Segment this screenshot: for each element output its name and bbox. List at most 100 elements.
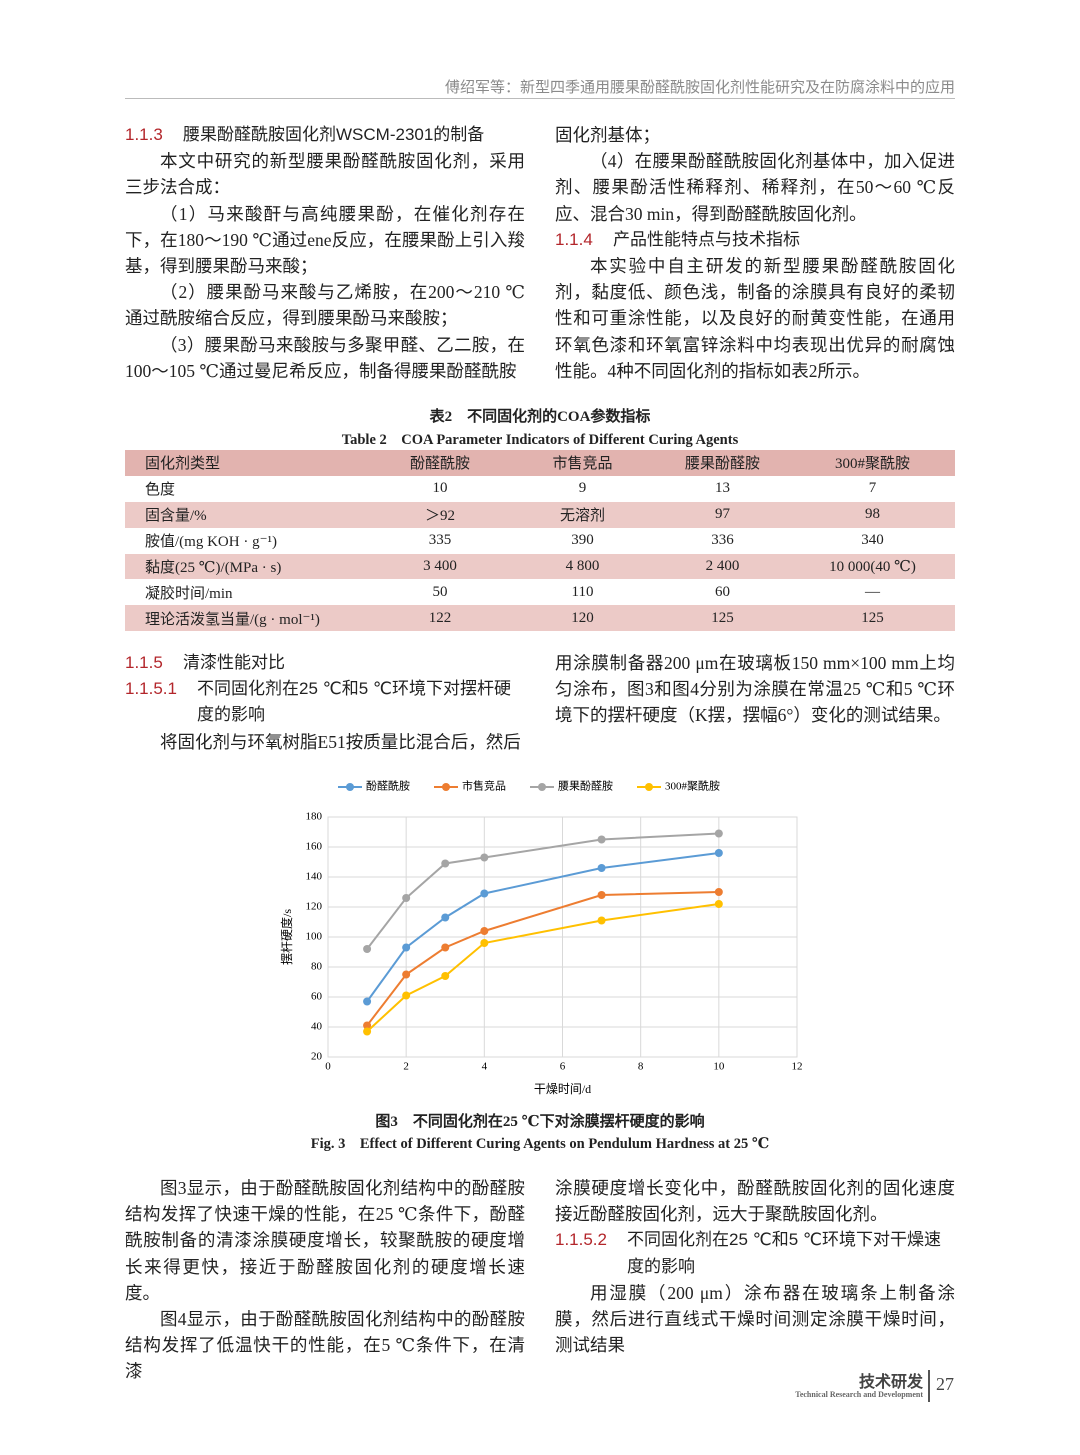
header-cell: 300#聚酰胺 [834,456,910,473]
x-tick-label: 4 [482,1061,488,1073]
data-point [714,888,723,896]
heading-number: 1.1.4 [555,229,593,249]
table-cell: 3 400 [423,558,457,574]
table-cell: 110 [571,583,594,600]
table-row: 色度 10 9 13 7 [125,476,955,502]
table-cell: 340 [861,532,884,549]
footer-section-en: Technical Research and Development [795,1390,923,1399]
paragraph: 本实验中自主研发的新型腰果酚醛酰胺固化剂，黏度低、颜色浅，制备的涂膜具有良好的柔… [555,256,955,381]
header-rule [125,98,955,99]
y-tick-label: 140 [306,871,323,883]
heading-title: 清漆性能对比 [183,653,285,672]
data-point [714,829,723,838]
data-point [402,991,411,1000]
table-cell: 125 [711,609,734,626]
y-tick-label: 20 [311,1051,323,1063]
paragraph: （4）在腰果酚醛酰胺固化剂基体中，加入促进剂、腰果酚活性稀释剂、稀释剂，在50～… [555,151,955,224]
table-cell: 13 [715,480,730,497]
data-point [441,972,450,980]
y-axis-label: 摆杆硬度/s [280,909,294,965]
paragraph: 涂膜硬度增长变化中，酚醛酰胺固化剂的固化速度接近酚醛胺固化剂，远大于聚酰胺固化剂… [555,1178,955,1225]
heading-number: 1.1.5.1 [125,679,177,699]
column: 涂膜硬度增长变化中，酚醛酰胺固化剂的固化速度接近酚醛胺固化剂，远大于聚酰胺固化剂… [555,1175,955,1358]
heading: 1.1.5.2 不同固化剂在25 ℃和5 ℃环境下对干燥速度的影响 [555,1227,955,1279]
data-point [597,891,606,899]
legend-marker [346,783,354,791]
paragraph: 图3显示，由于酚醛酰胺固化剂结构中的酚醛胺结构发挥了快速干燥的性能，在25 ℃条… [125,1178,525,1303]
table-cell: 10 [432,480,448,497]
column: 图3显示，由于酚醛酰胺固化剂结构中的酚醛胺结构发挥了快速干燥的性能，在25 ℃条… [125,1175,525,1385]
table-cell: 理论活泼氢当量/(g · mol⁻¹) [145,611,320,628]
header-cell: 酚醛酰胺 [409,456,470,473]
table-cell: 97 [715,506,730,523]
table-cell: 10 000(40 ℃) [829,559,916,575]
heading: 1.1.4 产品性能特点与技术指标 [555,227,955,253]
heading: 1.1.5 清漆性能对比 [125,650,525,676]
x-tick-label: 10 [713,1061,725,1073]
y-tick-label: 120 [306,901,323,913]
column: 用涂膜制备器200 μm在玻璃板150 mm×100 mm上均匀涂布，图3和图4… [555,650,955,729]
data-point [441,859,450,868]
paragraph: 固化剂基体； [555,125,660,145]
table-cell: 336 [711,532,734,549]
y-tick-label: 180 [306,811,323,823]
legend-label: 腰果酚醛胺 [558,779,613,793]
plot-border [327,816,798,1058]
data-point [480,939,489,947]
table-cell: 50 [432,583,448,600]
x-axis-label: 干燥时间/d [534,1082,591,1096]
paragraph: 将固化剂与环氧树脂E51按质量比混合后，然后 [160,731,521,752]
column: 1.1.3 腰果酚醛酰胺固化剂WSCM-2301的制备 本文中研究的新型腰果酚醛酰… [125,122,525,384]
data-point [402,970,411,979]
table-cell: 122 [428,609,452,626]
footer-section: 技术研发 [858,1374,923,1391]
series-line [366,852,719,1003]
figure-caption: Fig. 3 Effect of Different Curing Agents… [310,1136,770,1152]
heading-number: 1.1.5.2 [555,1230,607,1250]
paragraph: （2）腰果酚马来酸与乙烯胺，在200～210 ℃通过酰胺缩合反应，得到腰果酚马来… [125,282,525,329]
data-point [714,849,723,857]
table-cell: 黏度(25 ℃)/(MPa · s) [145,560,282,576]
paragraph: 本文中研究的新型腰果酚醛酰胺固化剂，采用三步法合成： [125,151,525,198]
legend-marker [442,783,450,791]
chart: 20 40 60 80 100 120 140 160 180 0 2 4 6 8 10 12 干燥时间/d 摆杆… [280,779,803,1096]
table-row: 理论活泼氢当量/(g · mol⁻¹) 122 120 125 125 [125,605,955,632]
y-tick-label: 160 [306,841,323,853]
paragraph: 图4显示，由于酚醛酰胺固化剂结构中的酚醛胺结构发挥了低温快干的性能，在5 ℃条件… [125,1309,525,1382]
table-cell: 色度 [145,482,176,499]
data-point [480,889,489,898]
legend-label: 市售竞品 [462,779,506,793]
legend-label: 酚醛酰胺 [366,779,410,793]
series-line [366,832,719,950]
series-line [366,903,719,1033]
data-point [480,853,489,862]
table-caption: 表2 不同固化剂的COA参数指标 [429,409,651,425]
paragraph: （3）腰果酚马来酸胺与多聚甲醛、乙二胺，在100～105 ℃通过曼尼希反应，制备… [125,334,525,381]
column: 1.1.5 清漆性能对比 1.1.5.1 不同固化剂在25 ℃和5 ℃环境下对摆杆硬… [125,650,525,755]
running-title: 傅绍军等：新型四季通用腰果酚醛酰胺固化剂性能研究及在防腐涂料中的应用 [444,79,955,96]
x-tick-label: 8 [638,1061,644,1073]
table-cell: 335 [428,532,452,549]
table: 固化剂类型 酚醛酰胺 市售竞品 腰果酚醛胺 300#聚酰胺 色度 10 9 13 7 固含量/% ＞9… [125,450,955,632]
data-point [363,1021,372,1030]
heading: 1.1.3 腰果酚醛酰胺固化剂WSCM-2301的制备 [125,122,525,148]
page-number: 27 [936,1374,954,1394]
series-line [366,891,719,1027]
table-header-row: 固化剂类型 酚醛酰胺 市售竞品 腰果酚醛胺 300#聚酰胺 [125,450,955,476]
table-row: 黏度(25 ℃)/(MPa · s) 3 400 4 800 2 400 10 000(… [125,553,955,580]
table-row: 凝胶时间/min 50 110 60 — [125,579,955,605]
data-point [597,864,606,872]
x-tick-label: 6 [560,1061,566,1073]
data-point [402,894,411,902]
paragraph: 用涂膜制备器200 μm在玻璃板150 mm×100 mm上均匀涂布，图3和图4… [555,653,955,726]
data-point [402,943,411,952]
header-cell: 市售竞品 [552,456,613,473]
paragraph: （1）马来酸酐与高纯腰果酚，在催化剂存在下，在180～190 ℃通过ene反应，… [125,203,525,277]
data-point [441,943,450,952]
table-cell: 胺值/(mg KOH · g⁻¹) [145,534,277,551]
table-cell: 60 [715,583,730,600]
header-cell: 固化剂类型 [145,456,221,473]
legend-marker [538,783,546,791]
heading-title: 产品性能特点与技术指标 [613,229,800,249]
legend-label: 300#聚酰胺 [665,779,720,793]
